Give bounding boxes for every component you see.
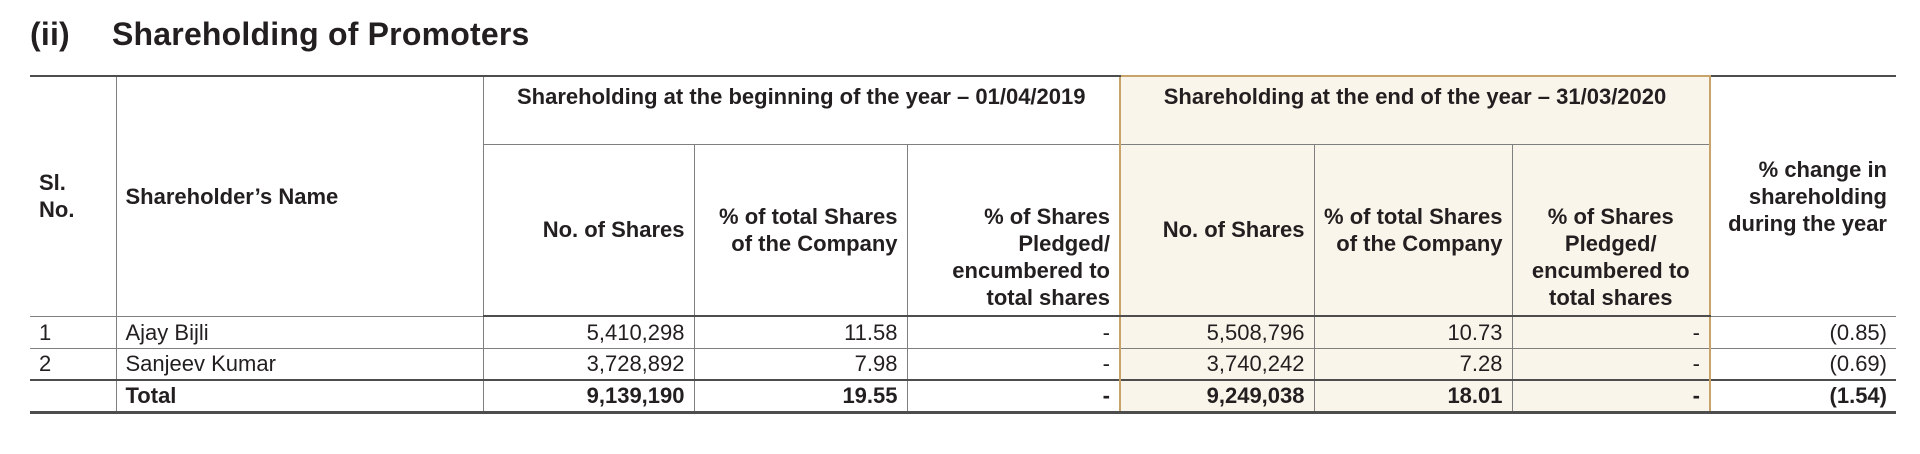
cell-change: (0.69) [1709, 347, 1896, 381]
cell-begin-pledged: - [906, 315, 1121, 349]
header-end-pct-total: % of total Shares of the Company [1313, 143, 1513, 317]
cell-begin-shares: 3,728,892 [482, 347, 695, 381]
header-end-no-of-shares: No. of Shares [1119, 143, 1315, 317]
cell-name: Sanjeev Kumar [115, 347, 484, 381]
header-end-pct-pledged: % of Shares Pledged/ encumbered to total… [1511, 143, 1711, 317]
cell-end-shares: 3,740,242 [1119, 347, 1315, 381]
cell-end-pledged: - [1511, 315, 1711, 349]
table-row: 2 Sanjeev Kumar 3,728,892 7.98 - 3,740,2… [30, 347, 1896, 381]
header-shareholder-name: Shareholder’s Name [115, 75, 484, 317]
header-begin-no-of-shares: No. of Shares [482, 143, 695, 317]
cell-name: Ajay Bijli [115, 315, 484, 349]
cell-sl: 2 [30, 347, 117, 381]
cell-total-begin-pledged: - [906, 379, 1121, 414]
cell-total-end-pledged: - [1511, 379, 1711, 414]
table-row: 1 Ajay Bijli 5,410,298 11.58 - 5,508,796… [30, 315, 1896, 349]
cell-end-pledged: - [1511, 347, 1711, 381]
cell-begin-pct: 7.98 [693, 347, 908, 381]
cell-total-begin-pct: 19.55 [693, 379, 908, 414]
total-row: Total 9,139,190 19.55 - 9,249,038 18.01 … [30, 379, 1896, 414]
cell-sl: 1 [30, 315, 117, 349]
section-heading: (ii) Shareholding of Promoters [30, 16, 529, 53]
cell-total-change: (1.54) [1709, 379, 1896, 414]
cell-sl [30, 379, 117, 414]
cell-total-end-pct: 18.01 [1313, 379, 1513, 414]
cell-end-pct: 10.73 [1313, 315, 1513, 349]
cell-change: (0.85) [1709, 315, 1896, 349]
section-title: Shareholding of Promoters [112, 16, 530, 52]
cell-total-begin-shares: 9,139,190 [482, 379, 695, 414]
section-number: (ii) [30, 16, 70, 52]
header-beginning-group: Shareholding at the beginning of the yea… [482, 75, 1121, 145]
header-pct-change: % change in shareholding during the year [1709, 75, 1896, 317]
cell-end-pct: 7.28 [1313, 347, 1513, 381]
cell-begin-pct: 11.58 [693, 315, 908, 349]
header-begin-pct-total: % of total Shares of the Company [693, 143, 908, 317]
cell-end-shares: 5,508,796 [1119, 315, 1315, 349]
header-sl-no: Sl. No. [30, 75, 117, 317]
promoter-shareholding-table: Sl. No. Shareholder’s Name Shareholding … [30, 75, 1896, 414]
header-begin-pct-pledged: % of Shares Pledged/ encumbered to total… [906, 143, 1121, 317]
cell-total-label: Total [115, 379, 484, 414]
cell-begin-pledged: - [906, 347, 1121, 381]
cell-begin-shares: 5,410,298 [482, 315, 695, 349]
cell-total-end-shares: 9,249,038 [1119, 379, 1315, 414]
header-end-group: Shareholding at the end of the year – 31… [1119, 75, 1711, 145]
